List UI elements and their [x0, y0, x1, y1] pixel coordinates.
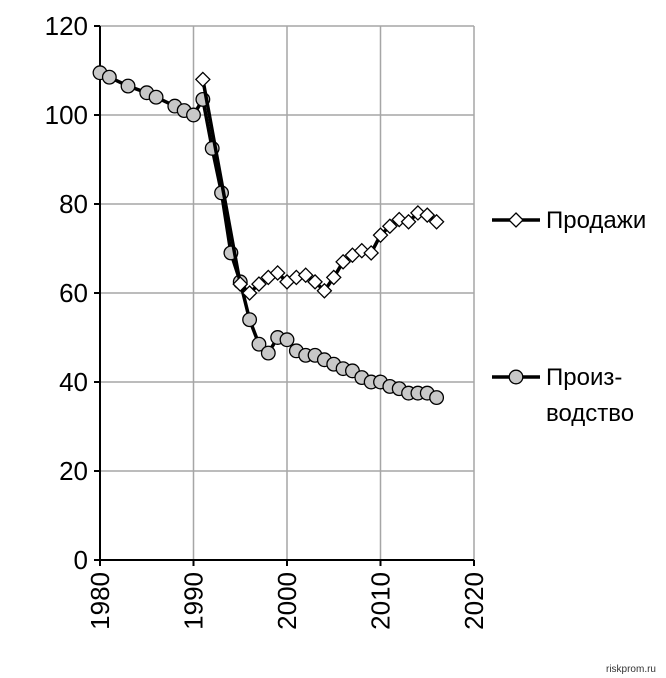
watermark-text: riskprom.ru	[606, 664, 656, 675]
x-tick-label-2010: 2010	[366, 572, 396, 630]
legend-label: водство	[546, 400, 634, 427]
data-point	[251, 276, 267, 293]
data-point	[316, 282, 333, 299]
y-tick-label-60: 60	[59, 278, 88, 308]
data-point	[363, 245, 380, 261]
data-point	[251, 336, 267, 352]
data-point	[325, 269, 342, 286]
data-point	[372, 227, 389, 244]
series-production	[92, 65, 445, 406]
y-tick-label-40: 40	[59, 367, 88, 397]
series-sales	[194, 71, 445, 301]
legend: Продажи Произ-водство	[492, 207, 646, 427]
legend-marker	[508, 369, 524, 385]
data-point	[428, 213, 445, 230]
grid	[100, 25, 475, 560]
y-tick-label-100: 100	[45, 100, 88, 130]
data-point	[400, 213, 417, 230]
data-point	[419, 207, 436, 224]
data-point	[120, 78, 136, 94]
data-point	[260, 345, 276, 361]
data-point	[232, 276, 249, 293]
data-point	[148, 89, 164, 105]
data-point	[269, 265, 286, 281]
data-point	[307, 273, 323, 290]
axes	[94, 25, 475, 566]
x-tick-label-2020: 2020	[459, 572, 489, 630]
data-point	[194, 71, 211, 88]
legend-label: Продажи	[546, 207, 646, 234]
data-point	[186, 107, 201, 123]
legend-item-sales: Продажи	[492, 207, 646, 234]
data-point	[241, 285, 258, 301]
data-point	[381, 218, 398, 235]
data-point	[279, 332, 295, 348]
y-tick-label-20: 20	[59, 456, 88, 486]
data-point	[297, 267, 314, 284]
y-tick-label-120: 120	[45, 11, 88, 41]
data-point	[242, 312, 258, 328]
tick-labels: 0 20 40 60 80 100 120 1980 1990 2000 2010 2020	[45, 11, 489, 630]
x-tick-label-1980: 1980	[85, 572, 115, 630]
y-tick-label-80: 80	[59, 189, 88, 219]
y-tick-label-0: 0	[74, 545, 88, 575]
data-point	[429, 390, 445, 406]
series-layer	[92, 65, 445, 406]
x-tick-label-2000: 2000	[272, 572, 302, 630]
legend-item-production: Произ-водство	[492, 364, 634, 427]
legend-marker	[508, 212, 524, 228]
data-point	[335, 253, 352, 270]
series-line	[201, 79, 438, 295]
data-point	[101, 69, 117, 85]
legend-label: Произ-	[546, 364, 622, 391]
x-tick-label-1990: 1990	[179, 572, 209, 630]
